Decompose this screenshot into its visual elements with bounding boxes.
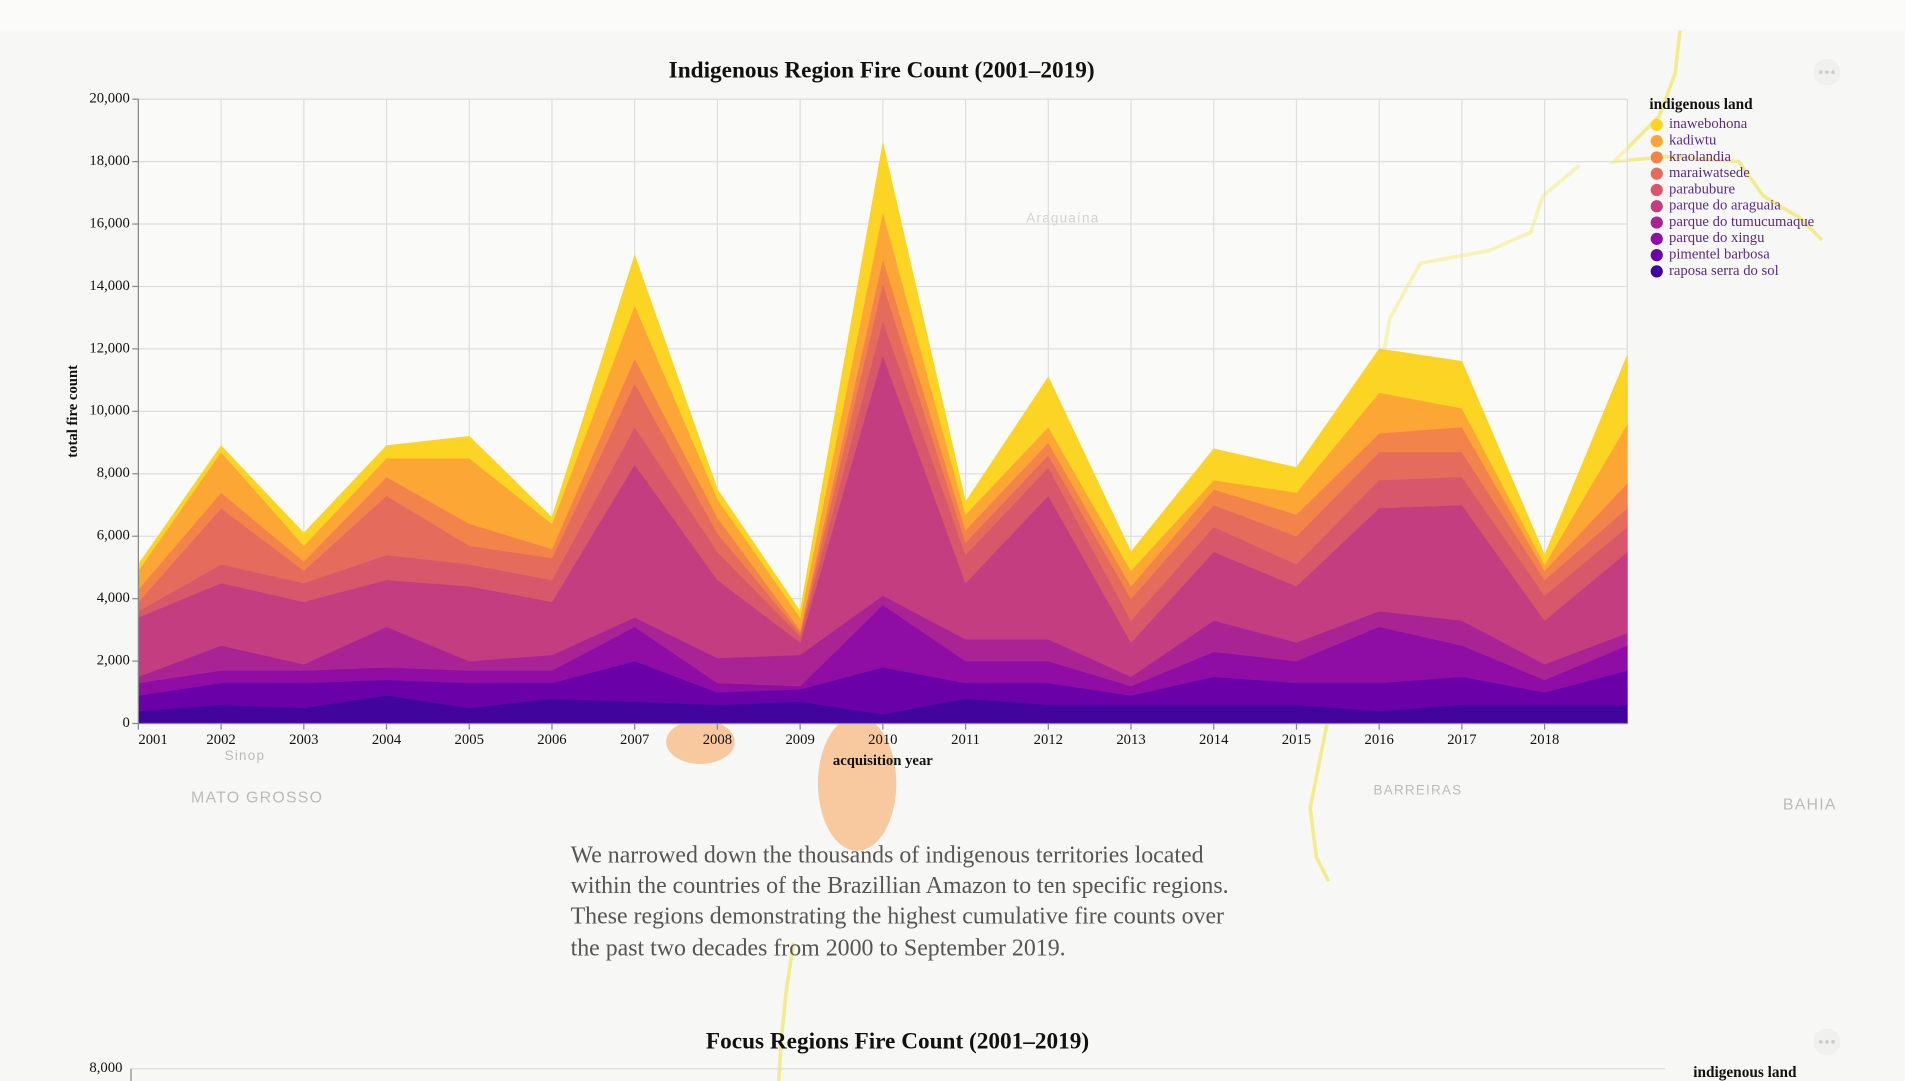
fire-cluster <box>817 716 897 851</box>
x-tick-label: 2012 <box>1034 732 1063 748</box>
legend-swatch <box>1650 265 1663 278</box>
y-tick-label: 20,000 <box>89 91 129 107</box>
x-tick-label: 2007 <box>620 732 649 748</box>
map-label: BAHIA <box>1783 797 1837 814</box>
legend-label: parabubure <box>1669 181 1736 197</box>
y-tick-label: 6,000 <box>97 528 130 544</box>
paragraph-line: within the countries of the Brazillian A… <box>571 873 1229 899</box>
road <box>776 942 796 1081</box>
y-tick-label: 14,000 <box>89 278 129 294</box>
map-label: Sinop <box>225 748 266 763</box>
legend-label: kadiwtu <box>1669 133 1717 149</box>
legend-label: kraolandia <box>1669 149 1731 165</box>
map-label: MATO GROSSO <box>191 789 323 806</box>
x-tick-label: 2018 <box>1530 732 1559 748</box>
legend-swatch <box>1650 118 1663 131</box>
top-bar <box>0 0 1906 30</box>
menu-dot <box>1831 1039 1835 1044</box>
legend-label: parque do araguaia <box>1669 198 1781 214</box>
map-fire-points <box>666 716 897 851</box>
x-tick-label: 2010 <box>868 732 897 748</box>
x-tick-label: 2016 <box>1364 732 1393 748</box>
y-tick-label: 10,000 <box>89 403 129 419</box>
x-tick-label: 2006 <box>537 732 566 748</box>
x-tick-label: 2002 <box>206 732 235 748</box>
legend-swatch <box>1650 200 1663 213</box>
menu-dot <box>1825 1039 1829 1044</box>
x-tick-label: 2014 <box>1199 732 1229 748</box>
chart-menu[interactable] <box>1813 58 1841 86</box>
paragraph-line: the past two decades from 2000 to Septem… <box>571 935 1066 961</box>
x-axis-title: acquisition year <box>833 753 933 769</box>
legend-title: indigenous land <box>1649 96 1753 113</box>
x-tick-label: 2001 <box>138 732 167 748</box>
paragraph-line: These regions demonstrating the highest … <box>571 904 1224 930</box>
x-tick-label: 2009 <box>785 732 814 748</box>
menu-dot <box>1831 70 1835 75</box>
chart-title: Focus Regions Fire Count (2001–2019) <box>706 1028 1089 1054</box>
y-tick-label: 16,000 <box>89 215 129 231</box>
y-tick-label: 8,000 <box>97 465 130 481</box>
menu-dot <box>1818 70 1823 75</box>
x-tick-label: 2003 <box>289 732 318 748</box>
legend-swatch <box>1650 249 1663 262</box>
y-tick-label: 18,000 <box>89 153 129 169</box>
map-label: Araguaína <box>1026 211 1099 226</box>
y-tick-label: 2,000 <box>97 652 130 668</box>
chart-menu[interactable] <box>1813 1028 1841 1056</box>
x-tick-label: 2011 <box>951 732 980 748</box>
y-tick-label: 12,000 <box>89 340 129 356</box>
paragraph-line: We narrowed down the thousands of indige… <box>571 842 1204 868</box>
fire-cluster <box>666 719 735 764</box>
legend-swatch <box>1650 167 1663 180</box>
x-tick-label: 2015 <box>1282 732 1311 748</box>
map-label: BARREIRAS <box>1374 782 1463 797</box>
x-tick-label: 2008 <box>703 732 732 748</box>
legend-label: inawebohona <box>1669 116 1748 132</box>
legend-swatch <box>1650 183 1663 197</box>
menu-dot <box>1825 70 1829 75</box>
y-tick-label: 8,000 <box>89 1060 122 1076</box>
legend-label: parque do tumucumaque <box>1669 214 1815 230</box>
legend-title: indigenous land <box>1693 1064 1797 1081</box>
x-tick-label: 2004 <box>372 732 402 748</box>
road <box>1608 30 1824 242</box>
plot <box>137 98 1628 725</box>
legend-label: pimentel barbosa <box>1669 247 1770 263</box>
legend-swatch <box>1650 151 1663 164</box>
area <box>138 142 1628 619</box>
y-tick-label: 0 <box>122 715 129 731</box>
x-tick-label: 2017 <box>1447 732 1476 748</box>
menu-dot <box>1818 1039 1823 1044</box>
legend-swatch <box>1650 135 1663 148</box>
legend-label: raposa serra do sol <box>1669 263 1779 279</box>
chart-title: Indigenous Region Fire Count (2001–2019) <box>669 58 1095 84</box>
x-tick-label: 2013 <box>1116 732 1145 748</box>
legend-swatch <box>1650 232 1663 245</box>
y-tick-label: 4,000 <box>97 590 130 606</box>
legend-swatch <box>1650 216 1663 229</box>
scrollbar[interactable] <box>1905 0 1920 1081</box>
legend-label: maraiwatsede <box>1669 165 1750 181</box>
x-tick-label: 2005 <box>455 732 484 748</box>
legend-label: parque do xingu <box>1669 230 1765 246</box>
y-axis-title: total fire count <box>65 365 81 458</box>
